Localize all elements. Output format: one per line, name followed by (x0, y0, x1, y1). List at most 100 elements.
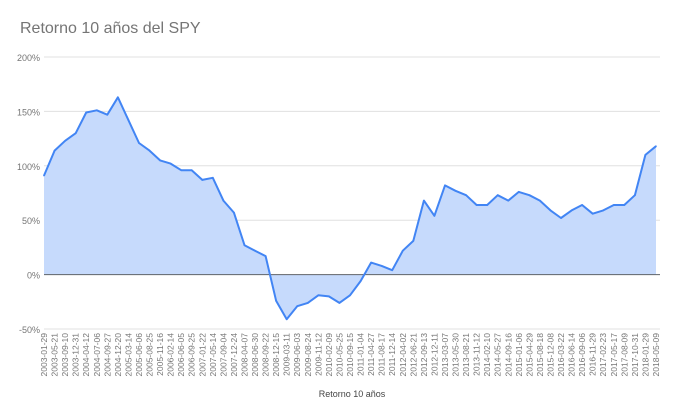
data-point (95, 109, 98, 112)
x-tick-label: 2018-01-29 (640, 333, 650, 377)
x-tick-label: 2016-03-22 (556, 333, 566, 377)
chart-title: Retorno 10 años del SPY (20, 20, 201, 37)
x-tick-label: 2007-05-14 (208, 333, 218, 377)
x-tick-label: 2011-08-17 (377, 333, 387, 376)
data-point (349, 294, 351, 297)
x-tick-label: 2004-09-27 (102, 333, 112, 377)
data-point (602, 209, 605, 212)
x-tick-label: 2014-05-27 (493, 333, 503, 377)
x-tick-label: 2007-01-22 (197, 333, 207, 377)
data-point (53, 149, 56, 152)
x-tick-label: 2015-01-06 (514, 333, 524, 377)
data-point (475, 204, 478, 206)
x-tick-label: 2009-03-11 (282, 333, 292, 376)
data-point (159, 159, 161, 162)
data-point (285, 318, 288, 321)
x-tick-label: 2008-04-07 (239, 333, 249, 377)
x-tick-label: 2012-12-11 (429, 333, 439, 376)
y-tick-label: -50% (19, 325, 40, 335)
x-tick-label: 2012-06-21 (408, 333, 418, 377)
x-tick-label: 2017-08-09 (619, 333, 629, 377)
x-tick-label: 2003-12-31 (71, 333, 81, 377)
y-tick-label: 50% (22, 216, 40, 226)
data-point (169, 162, 172, 165)
x-tick-label: 2011-01-04 (356, 333, 366, 376)
x-tick-label: 2009-11-12 (313, 333, 323, 376)
data-point (370, 261, 372, 264)
x-tick-label: 2011-12-14 (387, 333, 397, 376)
data-point (117, 96, 119, 99)
data-point (655, 145, 657, 148)
data-point (359, 280, 362, 282)
x-tick-label: 2015-04-29 (524, 333, 534, 377)
x-tick-label: 2005-06-06 (134, 333, 144, 377)
x-tick-label: 2011-04-27 (366, 333, 376, 376)
x-tick-label: 2013-03-07 (440, 333, 450, 377)
y-tick-label: 100% (17, 162, 40, 172)
x-tick-label: 2003-09-10 (60, 333, 70, 377)
x-tick-label: 2003-01-29 (39, 333, 49, 377)
data-point (518, 191, 520, 193)
x-tick-label: 2006-09-25 (187, 333, 197, 377)
x-tick-label: 2016-09-06 (577, 333, 587, 377)
data-point (328, 295, 330, 298)
x-tick-label: 2007-09-04 (218, 333, 228, 377)
data-point (64, 139, 66, 142)
x-tick-label: 2015-12-08 (545, 333, 555, 377)
x-tick-label: 2010-05-25 (334, 333, 344, 377)
x-tick-label: 2004-07-06 (92, 333, 102, 377)
x-tick-label: 2014-09-16 (503, 333, 513, 377)
x-tick-label: 2004-04-12 (81, 333, 91, 377)
data-point (201, 179, 204, 181)
x-tick-label: 2013-05-30 (451, 333, 461, 377)
data-point (634, 194, 636, 196)
x-tick-label: 2009-06-03 (292, 333, 302, 377)
data-point (560, 217, 562, 219)
x-tick-label: 2015-08-18 (535, 333, 545, 377)
data-point (212, 176, 214, 179)
data-point (74, 132, 77, 134)
x-tick-label: 2017-02-23 (598, 333, 608, 377)
x-tick-label: 2006-02-14 (166, 333, 176, 377)
data-point (306, 302, 309, 304)
data-point (222, 199, 225, 202)
data-point (465, 194, 467, 196)
x-tick-label: 2005-11-16 (155, 333, 165, 376)
data-point (85, 111, 88, 114)
data-point (391, 269, 394, 272)
data-point (338, 302, 341, 304)
x-tick-label: 2008-12-15 (271, 333, 281, 377)
data-point (296, 305, 299, 307)
data-point (401, 249, 404, 252)
data-point (148, 149, 151, 152)
data-point (317, 294, 320, 297)
data-point (612, 204, 615, 206)
data-point (127, 119, 130, 121)
data-point (43, 174, 45, 177)
data-point (138, 142, 140, 144)
data-point (264, 255, 267, 257)
x-tick-label: 2008-09-22 (261, 333, 271, 377)
y-tick-label: 150% (17, 107, 40, 117)
x-tick-label: 2014-02-10 (482, 333, 492, 377)
x-tick-label: 2010-09-15 (345, 333, 355, 377)
data-point (444, 184, 446, 187)
x-tick-label: 2005-03-14 (123, 333, 133, 377)
data-point (190, 169, 193, 171)
x-tick-label: 2016-06-14 (567, 333, 577, 377)
x-tick-label: 2007-12-24 (229, 333, 239, 377)
x-tick-label: 2012-09-13 (419, 333, 429, 377)
data-point (507, 199, 510, 202)
data-point (496, 194, 499, 196)
data-point (106, 113, 109, 116)
x-tick-label: 2012-04-02 (398, 333, 408, 377)
data-point (243, 244, 246, 247)
x-tick-label: 2018-05-09 (651, 333, 661, 377)
data-point (528, 194, 531, 196)
y-tick-label: 0% (27, 271, 40, 281)
data-point (380, 265, 383, 267)
data-point (412, 240, 415, 242)
data-point (275, 299, 277, 302)
x-tick-label: 2016-11-29 (588, 333, 598, 376)
